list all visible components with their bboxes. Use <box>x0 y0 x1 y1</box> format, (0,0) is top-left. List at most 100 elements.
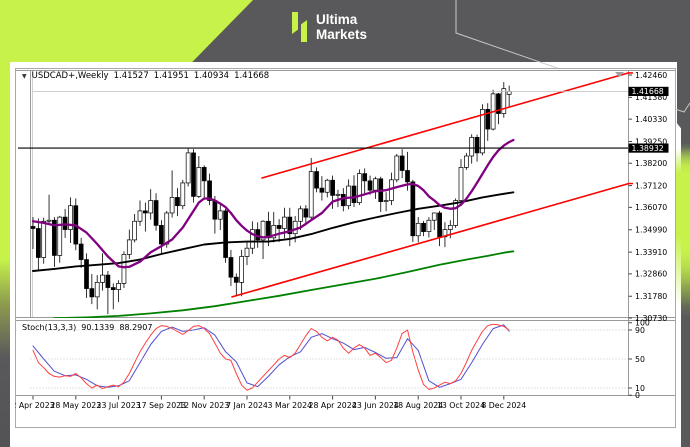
stoch-axis-label: 10 <box>635 384 645 393</box>
price-axis-label: 1.40330 <box>635 115 667 124</box>
candlestick <box>394 155 400 181</box>
candlestick <box>383 200 389 202</box>
candlestick <box>282 216 287 229</box>
candlestick <box>212 200 218 220</box>
stoch-axis-label: 50 <box>635 355 645 364</box>
candlestick <box>228 257 234 278</box>
chart-title: ▼ USDCAD+,Weekly 1.41527 1.41951 1.40934… <box>22 71 269 81</box>
stochastic-panel[interactable] <box>32 323 510 391</box>
header-accent-wedge <box>10 0 253 62</box>
candlestick <box>464 155 469 168</box>
chart-window[interactable]: 1.42460 1.41380 1.40330 1.39250 1.38200 1.371… <box>15 68 676 428</box>
price-axis-label: 1.31780 <box>635 292 667 301</box>
candlestick <box>143 210 148 214</box>
price-axis-label: 1.32860 <box>635 270 667 279</box>
candlestick <box>169 197 175 214</box>
candlestick <box>314 171 319 189</box>
candlestick <box>30 226 36 229</box>
candlestick <box>506 91 512 95</box>
price-badge-label: 1.41668 <box>632 87 664 96</box>
window-frame <box>15 68 676 428</box>
candlestick <box>116 283 121 290</box>
chart-canvas[interactable]: 1.424601.413801.403301.392501.382001.371… <box>15 68 676 428</box>
stoch-name: Stoch(13,3,3) <box>22 323 77 332</box>
date-axis-label: 18 Aug 2024 <box>393 401 443 410</box>
stoch-axis-label: 0 <box>635 391 640 400</box>
candlestick <box>303 208 309 218</box>
candlestick <box>121 254 127 284</box>
collapse-arrow-icon[interactable]: ▼ <box>22 72 27 80</box>
ohlc-close: 1.41668 <box>234 71 270 81</box>
date-axis-label: 17 Sep 2023 <box>137 401 186 410</box>
candlestick <box>292 220 298 235</box>
candlestick <box>191 152 196 197</box>
candlestick <box>437 212 442 238</box>
candlestick <box>474 137 480 154</box>
candlestick <box>260 220 266 241</box>
candlestick <box>52 219 57 256</box>
candlestick <box>41 220 47 258</box>
date-axis-label: 28 May 2023 <box>50 401 101 410</box>
candlestick <box>46 219 52 222</box>
stoch-axis-label: 100 <box>635 319 650 328</box>
candlestick <box>78 243 84 260</box>
date-axis-label: 23 Jun 2024 <box>352 401 399 410</box>
candlestick <box>239 256 244 283</box>
candlestick <box>110 287 116 290</box>
candlestick <box>431 212 437 221</box>
candlestick <box>346 185 351 207</box>
candlestick <box>223 210 228 258</box>
price-badge-label: 1.38932 <box>632 144 664 153</box>
price-axis-label: 1.30730 <box>635 314 667 323</box>
candlestick <box>185 152 191 184</box>
price-axis-label: 1.42460 <box>635 71 667 80</box>
candlestick <box>367 180 373 191</box>
price-axis-label: 1.34990 <box>635 226 667 235</box>
logo-line2: Markets <box>316 27 368 42</box>
candlestick <box>132 220 138 241</box>
candlestick <box>319 187 325 193</box>
candlestick <box>68 205 73 230</box>
date-axis-label: 7 Jan 2024 <box>226 401 268 410</box>
price-axis-label: 1.38200 <box>635 159 667 168</box>
stoch-axis-label: 90 <box>635 326 645 335</box>
candlestick <box>308 171 314 218</box>
candlestick <box>105 274 111 288</box>
stoch-k-value: 90.1339 <box>81 323 115 332</box>
candlestick <box>244 247 250 257</box>
date-axis-label: 28 Apr 2024 <box>308 401 356 410</box>
candlestick <box>180 182 186 207</box>
candlestick <box>453 200 458 226</box>
candlestick <box>175 197 180 207</box>
candlestick <box>201 167 207 182</box>
candlestick <box>207 180 212 201</box>
left-accent-strip <box>0 0 10 447</box>
stochastic-label: Stoch(13,3,3) 90.1339 88.2907 <box>22 323 152 332</box>
date-axis-label: 8 Dec 2024 <box>481 401 526 410</box>
candlestick <box>373 178 378 191</box>
ohlc-high: 1.41951 <box>153 71 189 81</box>
candlestick <box>340 193 346 207</box>
candlestick <box>421 222 426 232</box>
candlestick <box>100 274 105 283</box>
chart-symbol-timeframe: USDCAD+,Weekly <box>31 71 109 81</box>
candlestick <box>399 155 405 171</box>
candlestick <box>271 225 277 239</box>
candlestick <box>287 216 293 235</box>
candlestick <box>233 276 239 283</box>
candlestick <box>324 179 330 193</box>
price-axis-label: 1.37120 <box>635 181 667 190</box>
logo-line1: Ultima <box>316 12 358 27</box>
candlestick <box>298 208 303 222</box>
price-badge <box>628 143 669 153</box>
candlestick <box>357 173 362 203</box>
stoch-d-value: 88.2907 <box>119 323 153 332</box>
candlestick <box>148 200 154 214</box>
brand-header: Ultima Markets <box>10 0 681 62</box>
ohlc-low: 1.40934 <box>193 71 230 81</box>
date-axis-label: 3 Mar 2024 <box>268 401 313 410</box>
candlestick <box>335 193 341 196</box>
main-plot[interactable] <box>30 72 629 318</box>
